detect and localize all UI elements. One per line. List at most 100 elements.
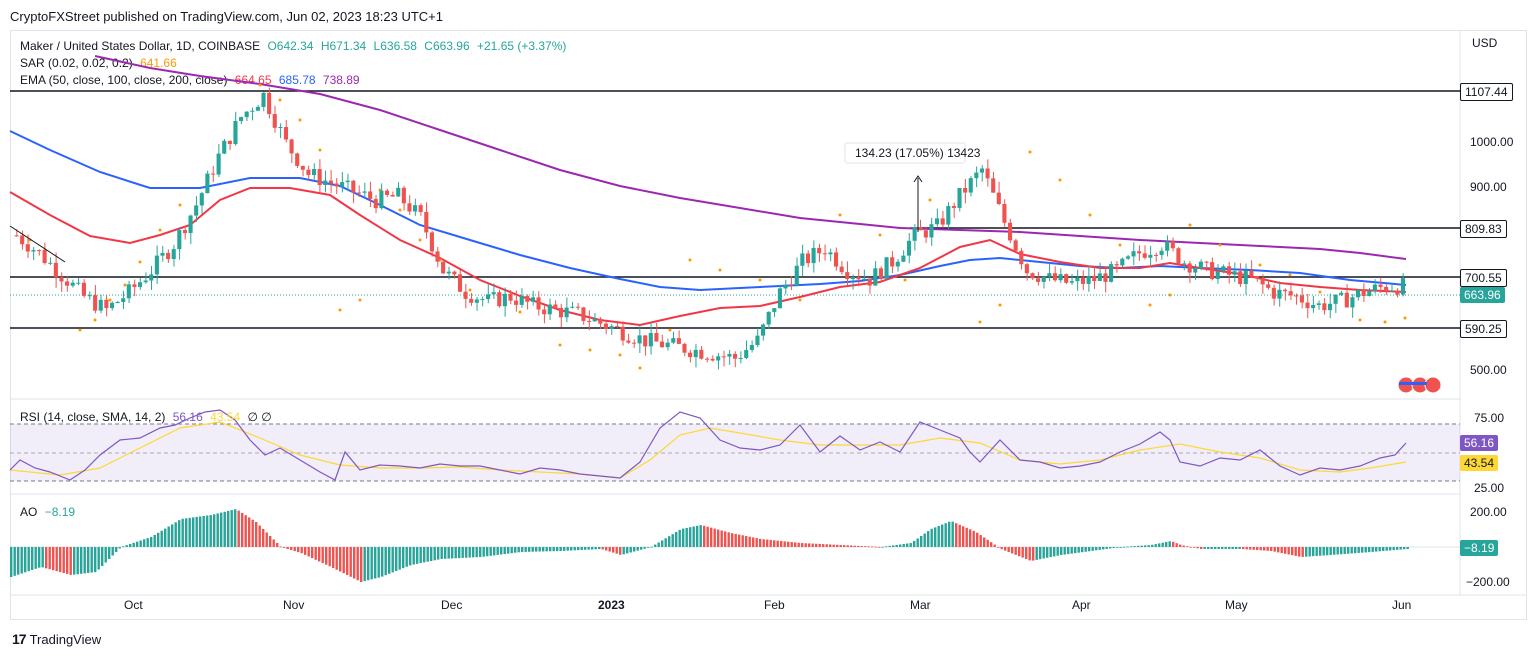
ao-bar: [101, 547, 104, 566]
ao-bar: [1081, 547, 1084, 553]
ao-bar: [94, 547, 97, 573]
ao-bar: [1343, 547, 1346, 554]
ao-bar: [129, 544, 132, 547]
candle-body: [1322, 303, 1327, 311]
ao-bar: [346, 547, 349, 575]
ao-bar: [356, 547, 359, 581]
ao-bar: [1046, 547, 1049, 558]
candle-body: [1097, 273, 1102, 281]
ao-bar: [640, 547, 643, 550]
candle-body: [833, 252, 839, 267]
ao-bar: [27, 547, 30, 572]
ao-bar: [97, 547, 100, 570]
candle-body: [267, 92, 272, 114]
candle-body: [1254, 276, 1260, 279]
ao-bar: [1018, 547, 1021, 557]
candle-body: [1260, 278, 1265, 285]
ao-bar: [237, 510, 240, 547]
ao-bar: [598, 547, 601, 550]
ao-bar: [692, 526, 695, 547]
ao-bar: [489, 547, 492, 556]
ao-bar: [213, 514, 216, 547]
candle-body: [575, 306, 580, 308]
month-apr: Apr: [1072, 598, 1091, 612]
candle-body: [272, 113, 277, 128]
ao-bar: [269, 536, 272, 547]
ao-bar: [111, 547, 114, 556]
candle-body: [1181, 263, 1187, 265]
candle-body: [429, 232, 434, 252]
candle-body: [1361, 290, 1366, 297]
candle-body: [407, 203, 412, 212]
ao-bar: [878, 546, 881, 548]
ao-bar: [391, 547, 394, 573]
ema50-line: [9, 187, 1407, 327]
ao-bar: [1357, 547, 1360, 553]
ao-bar: [447, 547, 450, 559]
candle-body: [1243, 270, 1248, 285]
ao-bar: [241, 512, 244, 547]
ao-bar: [1294, 547, 1297, 556]
ao-label: AO: [20, 505, 38, 519]
candle-body: [216, 153, 221, 175]
chart-frame[interactable]: [10, 30, 1527, 620]
ao-bar: [1378, 547, 1381, 552]
ao-bar: [909, 543, 912, 547]
ao-bar: [1210, 547, 1213, 549]
ao-bar: [1364, 547, 1367, 553]
ao-bar: [62, 547, 65, 573]
trend-line: [9, 225, 66, 263]
ao-bar: [1077, 547, 1080, 553]
candle-body: [149, 274, 154, 281]
measure-text: 134.23 (17.05%) 13423: [855, 146, 981, 160]
ao-bar: [150, 537, 153, 547]
ao-bar: [1333, 547, 1336, 555]
candle-body: [48, 262, 53, 264]
ao-bar: [633, 547, 636, 552]
candle-body: [1058, 274, 1063, 281]
candle-body: [979, 168, 985, 173]
candle-body: [811, 247, 816, 264]
ao-bar: [678, 529, 681, 547]
ao-bar: [1392, 547, 1395, 551]
ao-bar: [482, 547, 485, 557]
ao-bar: [1168, 541, 1171, 547]
candle-body: [671, 338, 676, 343]
ao-bar: [244, 515, 247, 547]
candle-body: [222, 140, 227, 154]
candle-body: [862, 278, 867, 280]
ao-bar: [507, 547, 510, 554]
ao-bar: [626, 547, 629, 554]
candle-body: [1193, 268, 1198, 273]
candle-body: [800, 253, 805, 266]
candle-body: [109, 302, 115, 309]
ao-bar: [794, 542, 797, 547]
candle-body: [1013, 240, 1018, 251]
candle-body: [912, 227, 917, 241]
ao-bar: [545, 547, 548, 552]
ao-bar: [31, 547, 34, 570]
ao-bar: [1382, 547, 1385, 551]
ao-bar: [850, 545, 853, 547]
rsi-sma-value: 43.54: [210, 410, 241, 424]
ao-bar: [699, 525, 702, 547]
candle-body: [239, 117, 244, 122]
ao-legend: AO −8.19: [20, 505, 79, 519]
ao-bar: [941, 524, 944, 547]
ao-bar: [286, 547, 289, 549]
ao-bar: [885, 546, 888, 548]
ao-bar: [153, 534, 156, 547]
candle-body: [850, 277, 855, 280]
candle-body: [1002, 204, 1007, 223]
ao-bar: [1277, 547, 1280, 553]
ao-bar: [752, 537, 755, 547]
ao-bar: [1140, 545, 1143, 547]
footer-brand[interactable]: 17 TradingView: [12, 631, 101, 647]
candle-body: [985, 168, 990, 179]
ao-bar: [1000, 547, 1003, 550]
ao-bar: [342, 547, 345, 574]
ao-bar: [279, 546, 282, 548]
candle-body: [727, 353, 732, 357]
candle-body: [637, 335, 642, 344]
